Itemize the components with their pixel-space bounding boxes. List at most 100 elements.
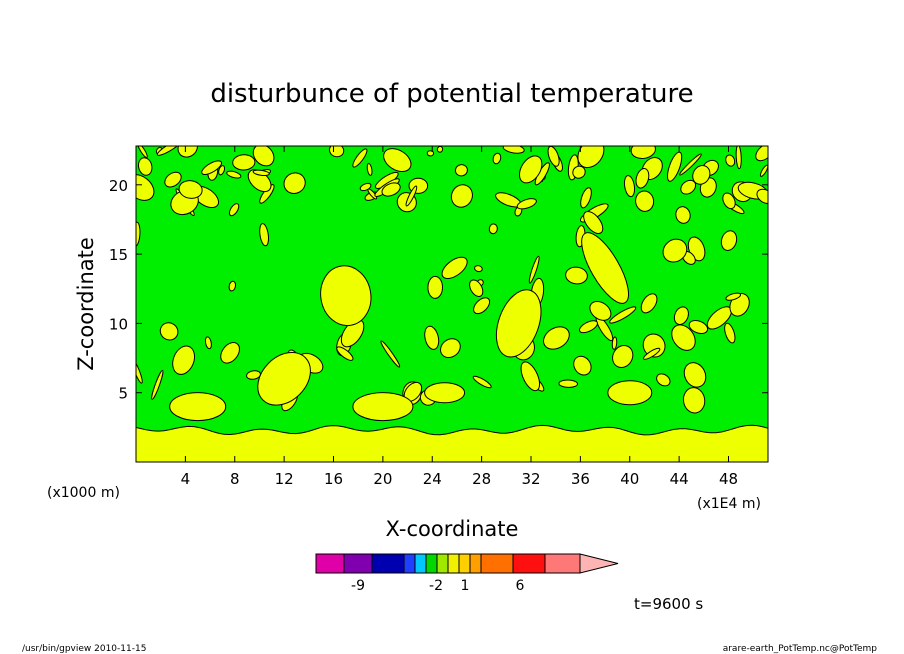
y-tick-label: 15 xyxy=(109,246,128,264)
contour-region xyxy=(735,146,742,170)
contour-region xyxy=(228,280,237,292)
contour-region xyxy=(623,175,636,198)
contour-region xyxy=(666,151,683,182)
contour-region xyxy=(259,223,269,247)
contour-region xyxy=(172,345,196,375)
contour-region xyxy=(688,320,709,334)
contour-region xyxy=(682,387,706,414)
colorbar-swatch xyxy=(544,553,581,574)
contour-region xyxy=(156,146,182,156)
x-tick-label: 8 xyxy=(230,470,240,488)
x-tick-label: 32 xyxy=(521,470,540,488)
contour-region xyxy=(469,279,484,297)
contour-region xyxy=(662,238,688,263)
contour-region xyxy=(722,192,736,210)
colorbar-swatch xyxy=(458,553,471,574)
contour-region xyxy=(159,322,179,341)
time-label: t=9600 s xyxy=(634,595,703,613)
x-tick-label: 24 xyxy=(423,470,442,488)
contour-region xyxy=(137,157,153,176)
x-tick-label: 12 xyxy=(275,470,294,488)
contour-region xyxy=(336,346,354,361)
contour-region xyxy=(756,188,768,205)
x-tick-label: 36 xyxy=(571,470,590,488)
contour-region xyxy=(436,146,444,153)
contour-region xyxy=(635,168,650,189)
contour-region xyxy=(441,256,468,280)
contour-region xyxy=(692,165,711,185)
contour-region xyxy=(675,206,691,224)
x-tick-label: 44 xyxy=(670,470,689,488)
contour-region xyxy=(178,180,203,199)
contour-region xyxy=(177,146,198,158)
x-tick-label: 20 xyxy=(373,470,392,488)
contour-plume xyxy=(607,380,653,406)
contour-region xyxy=(724,322,736,344)
contour-region xyxy=(635,190,655,212)
colorbar-swatch xyxy=(469,553,482,574)
contour-region xyxy=(454,164,468,177)
contour-region xyxy=(755,146,768,162)
contour-region xyxy=(725,154,736,167)
contour-region xyxy=(440,338,461,359)
contour-region xyxy=(543,326,570,350)
contour-region xyxy=(683,362,707,388)
plot-frame xyxy=(135,145,769,463)
contour-region xyxy=(381,182,401,197)
contour-region xyxy=(589,300,612,321)
contour-plume xyxy=(257,351,311,406)
contour-region xyxy=(492,152,502,165)
colorbar-swatch xyxy=(425,553,438,574)
y-tick-label: 5 xyxy=(118,385,128,403)
contour-plume xyxy=(352,392,414,422)
contour-region xyxy=(725,292,742,301)
contour-region xyxy=(630,146,656,159)
colorbar-swatch xyxy=(436,553,449,574)
footer-left: /usr/bin/gpview 2010-11-15 xyxy=(22,644,146,654)
contour-region xyxy=(137,146,148,159)
contour-region xyxy=(580,187,592,209)
contour-region xyxy=(383,148,412,173)
contour-region xyxy=(558,379,578,388)
colorbar-tick-label: -9 xyxy=(351,578,365,594)
contour-plume xyxy=(424,382,466,404)
contour-region xyxy=(232,154,256,171)
contour-region xyxy=(759,164,768,177)
contour-region xyxy=(565,266,588,285)
contour-region xyxy=(252,169,270,177)
contour-region xyxy=(366,162,373,176)
contour-region xyxy=(518,155,543,184)
surface-layer-region xyxy=(136,424,768,462)
contour-region xyxy=(488,223,498,235)
contour-region xyxy=(679,153,702,176)
x-unit-label: (x1000 m) xyxy=(47,485,120,501)
colorbar-swatch xyxy=(343,553,373,574)
x-tick-label: 4 xyxy=(181,470,191,488)
contour-region xyxy=(474,265,483,273)
contour-region xyxy=(218,165,226,176)
contour-region xyxy=(609,306,637,324)
contour-region xyxy=(201,160,222,176)
contour-region xyxy=(640,293,658,314)
contour-region xyxy=(380,340,401,368)
y-axis: 5 10 15 20 xyxy=(109,177,768,403)
contour-region xyxy=(516,198,537,210)
chart-title: disturbunce of potential temperature xyxy=(210,79,693,109)
contour-region xyxy=(656,373,671,387)
colorbar-swatch xyxy=(512,553,546,574)
footer-right: arare-earth_PotTemp.nc@PotTemp xyxy=(723,644,878,654)
contour-region xyxy=(643,347,661,360)
contour-plume xyxy=(320,265,372,327)
contour-region xyxy=(579,320,598,334)
colorbar-swatch xyxy=(414,553,427,574)
colorbar-swatch xyxy=(371,553,405,574)
contour-region xyxy=(283,172,306,194)
colorbar-swatch xyxy=(315,553,345,574)
x-tick-label: 16 xyxy=(324,470,343,488)
contour-region xyxy=(226,170,242,179)
x-scale-label: (x1E4 m) xyxy=(697,496,761,512)
contour-region xyxy=(673,306,689,325)
contour-region xyxy=(472,375,492,389)
contour-plume xyxy=(169,392,227,422)
